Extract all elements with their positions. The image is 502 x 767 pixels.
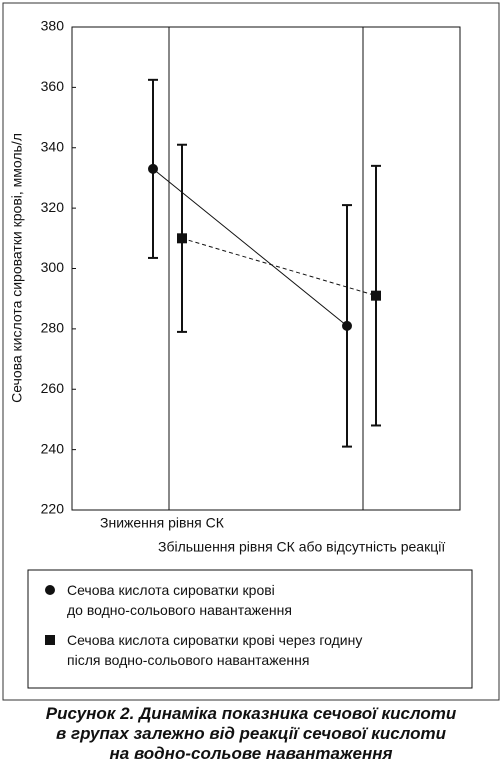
y-tick-label: 300 <box>41 259 65 275</box>
y-tick-label: 360 <box>41 78 65 94</box>
y-tick-label: 260 <box>41 380 65 396</box>
data-point <box>148 163 158 174</box>
series-line <box>152 168 348 327</box>
y-tick-label: 280 <box>41 320 65 336</box>
legend-box <box>27 569 473 689</box>
legend-label: Сечова кислота сироватки крові до водно-… <box>67 582 292 618</box>
plot-frame <box>71 26 461 511</box>
data-point <box>342 320 352 331</box>
y-tick-label: 320 <box>41 199 65 215</box>
series-line <box>181 237 377 297</box>
legend-marker <box>45 585 55 595</box>
caption: Рисунок 2. Динаміка показника сечової ки… <box>45 704 457 763</box>
y-tick-label: 220 <box>41 501 65 517</box>
legend-label: Сечова кислота сироватки крові через год… <box>67 632 363 668</box>
y-tick-label: 240 <box>41 440 65 456</box>
legend-marker <box>45 635 55 645</box>
data-point <box>371 290 381 301</box>
y-tick-label: 380 <box>41 18 65 34</box>
y-axis-label: Сечова кислота сироватки крові, ммоль/л <box>9 133 25 403</box>
figure-frame <box>2 2 500 701</box>
data-point <box>177 233 187 244</box>
x-tick-label: Збільшення рівня СК або відсутність реак… <box>158 539 445 555</box>
y-tick-label: 340 <box>41 138 65 154</box>
x-tick-label: Зниження рівня СК <box>100 515 225 531</box>
